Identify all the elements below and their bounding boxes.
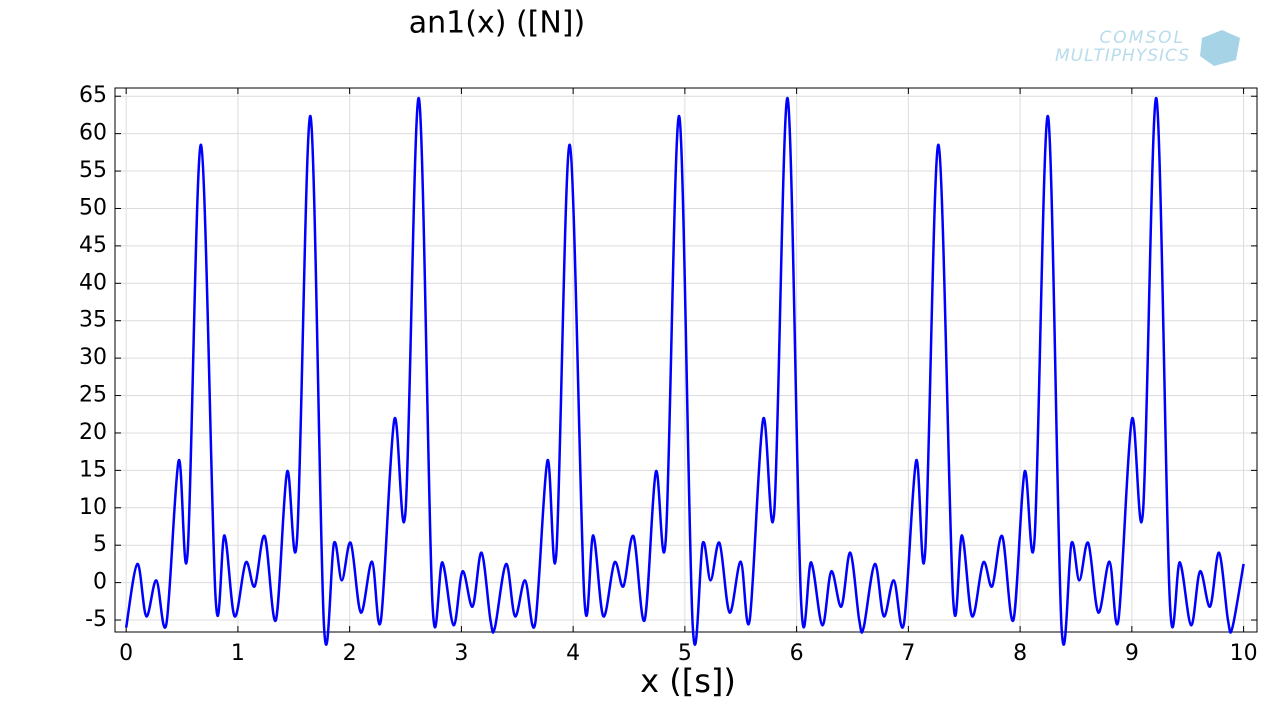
y-tick-label: 5 <box>93 532 107 557</box>
x-tick-label: 1 <box>231 641 245 666</box>
y-tick-label: 25 <box>79 383 107 408</box>
plot-frame <box>114 87 1258 633</box>
y-tick-label: 40 <box>79 270 107 295</box>
logo-text: MULTIPHYSICS <box>1055 46 1190 66</box>
x-tick-label: 0 <box>119 641 133 666</box>
logo-text: COMSOL <box>1099 28 1185 48</box>
x-tick-label: 2 <box>343 641 357 666</box>
y-tick-label: 45 <box>79 233 107 258</box>
y-tick-label: 10 <box>79 495 107 520</box>
y-tick-label: -5 <box>85 607 107 632</box>
data-line <box>124 97 1245 646</box>
y-tick-label: 65 <box>79 83 107 108</box>
y-tick-label: 0 <box>93 570 107 595</box>
logo: COMSOL MULTIPHYSICS <box>1055 28 1240 66</box>
y-tick-label: 50 <box>79 195 107 220</box>
x-tick-label: 7 <box>901 641 915 666</box>
x-tick-label: 8 <box>1013 641 1027 666</box>
x-tick-label: 5 <box>678 641 692 666</box>
x-axis-label: x ([s]) <box>640 662 736 700</box>
y-tick-label: 30 <box>79 345 107 370</box>
x-tick-label: 10 <box>1230 641 1258 666</box>
y-tick-label: 35 <box>79 308 107 333</box>
x-tick-label: 9 <box>1125 641 1139 666</box>
logo-icon <box>1200 30 1240 66</box>
y-tick-label: 60 <box>79 121 107 146</box>
x-tick-label: 4 <box>566 641 580 666</box>
y-tick-label: 20 <box>79 420 107 445</box>
x-tick-label: 6 <box>790 641 804 666</box>
y-tick-label: 15 <box>79 457 107 482</box>
chart-title: an1(x) ([N]) <box>409 6 585 41</box>
x-tick-label: 3 <box>454 641 468 666</box>
y-tick-label: 55 <box>79 158 107 183</box>
